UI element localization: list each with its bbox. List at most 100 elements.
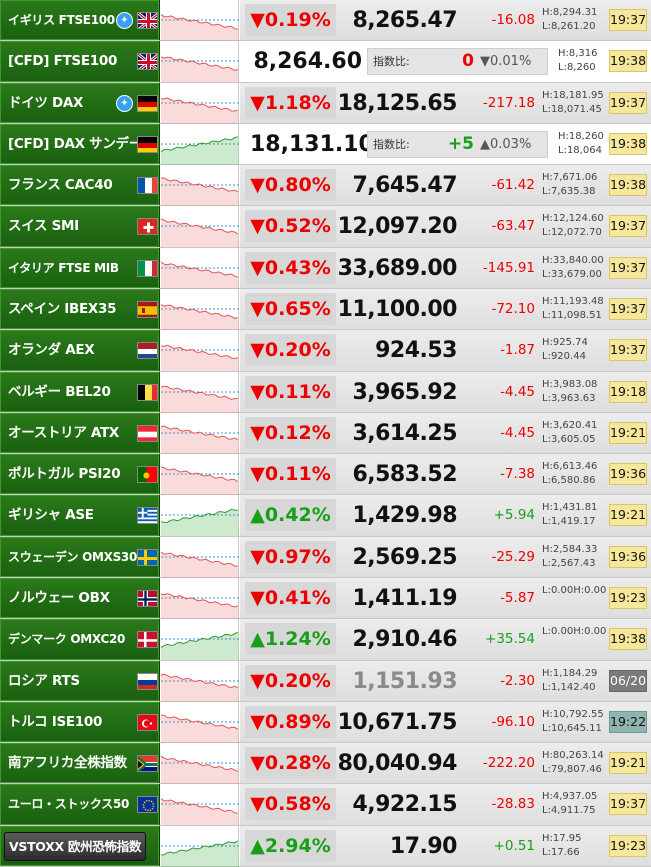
intraday-sparkline[interactable] [161,247,239,289]
index-name-cell[interactable]: オーストリア ATX [0,412,160,454]
index-name-link[interactable]: ギリシャ ASE [8,507,94,524]
index-name-link[interactable]: オランダ AEX [8,342,95,359]
index-name-cell[interactable]: ベルギー BEL20 [0,371,160,412]
intraday-sparkline[interactable] [161,784,239,826]
index-name-link[interactable]: トルコ ISE100 [8,713,103,730]
intraday-sparkline[interactable] [161,701,239,743]
index-name-cell[interactable]: スイス SMI [0,206,160,247]
index-name-cell[interactable]: VSTOXX 欧州恐怖指数 [0,825,160,866]
index-name-cell[interactable]: イギリス FTSE100 ✦ [0,0,160,41]
update-time: 19:36 [609,545,647,568]
day-high: H:10,792.55 [542,708,604,720]
index-row[interactable]: ロシア RTS ▼0.20% 1,151.93 -2.30 H:1,184.29 L:1,… [0,660,651,702]
net-change: -217.18 [482,94,535,111]
index-name-link[interactable]: ポルトガル PSI20 [8,466,121,483]
index-name-cell[interactable]: ノルウェー OBX [0,578,160,619]
index-row[interactable]: ベルギー BEL20 ▼0.11% 3,965.92 -4.45 H:3,983.08 L… [0,371,651,413]
index-row[interactable]: トルコ ISE100 ▼0.89% 10,671.75 -96.10 H:10,792.… [0,701,651,744]
intraday-sparkline[interactable] [161,165,239,207]
intraday-sparkline[interactable] [161,495,239,537]
index-name-link[interactable]: スイス SMI [8,218,79,235]
change-percent-badge: ▼1.18% [245,86,336,119]
last-price: 18,125.65 [337,90,458,116]
twitter-bird-icon[interactable]: ✦ [116,12,133,29]
index-name-link[interactable]: ベルギー BEL20 [8,383,111,400]
index-name-link[interactable]: スウェーデン OMXS30 [8,549,138,564]
index-name-link[interactable]: ノルウェー OBX [8,590,110,606]
intraday-sparkline[interactable] [161,206,239,248]
day-low: L:79,807.46 [542,764,602,776]
intraday-sparkline[interactable] [161,412,239,454]
intraday-sparkline[interactable] [161,660,239,702]
intraday-sparkline[interactable] [161,371,239,413]
index-name-cell[interactable]: スペイン IBEX35 [0,289,160,330]
index-name-link[interactable]: 南アフリカ全株指数 [8,755,127,772]
intraday-sparkline[interactable] [161,330,239,372]
index-name-link[interactable]: スペイン IBEX35 [8,301,117,317]
day-low: L:3,605.05 [542,433,596,445]
index-row[interactable]: ギリシャ ASE ▲0.42% 1,429.98 +5.94 H:1,431.81 L:1… [0,495,651,537]
index-name-cell[interactable]: スウェーデン OMXS30 [0,536,160,577]
index-name-link[interactable]: VSTOXX 欧州恐怖指数 [4,831,147,861]
intraday-sparkline[interactable] [161,743,239,785]
intraday-sparkline[interactable] [161,82,239,124]
index-name-link[interactable]: ユーロ・ストックス50 [8,797,130,812]
intraday-sparkline[interactable] [161,619,239,661]
index-name-cell[interactable]: イタリア FTSE MIB [0,247,160,288]
index-row[interactable]: イタリア FTSE MIB ▼0.43% 33,689.00 -145.91 H:33,… [0,247,651,289]
index-row[interactable]: VSTOXX 欧州恐怖指数 ▲2.94% 17.90 +0.51 H:17.95 L:17… [0,825,651,867]
index-row[interactable]: [CFD] FTSE100 8,264.60 指数比: 0 ▼0.01% H:8,316 L… [0,41,651,83]
index-row[interactable]: スペイン IBEX35 ▼0.65% 11,100.00 -72.10 H:11,193… [0,289,651,331]
index-row[interactable]: ポルトガル PSI20 ▼0.11% 6,583.52 -7.38 H:6,613.46… [0,454,651,496]
update-time: 19:37 [609,298,647,320]
index-name-link[interactable]: フランス CAC40 [8,177,113,194]
flag-es-icon [137,301,158,318]
index-row[interactable]: 南アフリカ全株指数 ▼0.28% 80,040.94 -222.20 H:80,263.… [0,743,651,785]
index-name-link[interactable]: [CFD] FTSE100 [8,53,118,70]
index-name-cell[interactable]: ドイツ DAX ✦ [0,82,160,123]
intraday-sparkline[interactable] [161,536,239,578]
twitter-bird-icon[interactable]: ✦ [116,94,133,112]
index-name-cell[interactable]: ポルトガル PSI20 [0,454,160,495]
index-name-link[interactable]: ドイツ DAX [8,94,84,111]
index-row[interactable]: デンマーク OMXC20 ▲1.24% 2,910.46 +35.54 L:0.00H:… [0,619,651,661]
index-name-link[interactable]: イタリア FTSE MIB [8,260,119,275]
index-name-cell[interactable]: フランス CAC40 [0,165,160,206]
intraday-sparkline[interactable] [161,41,239,83]
index-name-cell[interactable]: [CFD] FTSE100 [0,41,160,82]
quote-cell: 18,131.10 指数比: +5 ▲0.03% H:18,260 L:18,064 19:… [240,123,651,165]
change-percent-badge: ▼0.97% [245,540,336,573]
index-name-link[interactable]: イギリス FTSE100 [8,13,115,27]
index-name-cell[interactable]: [CFD] DAX サンデー [0,123,160,165]
intraday-sparkline[interactable] [161,289,239,330]
index-name-link[interactable]: デンマーク OMXC20 [8,632,126,647]
index-name-cell[interactable]: ロシア RTS [0,660,160,701]
index-row[interactable]: ユーロ・ストックス50 ▼0.58% 4,922.15 -28.83 H:4,937.0… [0,784,651,826]
index-name-cell[interactable]: トルコ ISE100 [0,701,160,743]
intraday-sparkline[interactable] [161,454,239,496]
intraday-sparkline[interactable] [161,825,239,867]
intraday-sparkline[interactable] [161,0,239,41]
intraday-sparkline[interactable] [161,578,239,619]
index-row[interactable]: ノルウェー OBX ▼0.41% 1,411.19 -5.87 L:0.00H:0.00… [0,578,651,620]
index-name-cell[interactable]: ユーロ・ストックス50 [0,784,160,825]
index-row[interactable]: ドイツ DAX ✦ ▼1.18% 18,125.65 -217.18 H:18,181.9… [0,82,651,124]
index-name-link[interactable]: [CFD] DAX サンデー [8,135,142,152]
index-row[interactable]: フランス CAC40 ▼0.80% 7,645.47 -61.42 H:7,671.06… [0,165,651,207]
index-name-cell[interactable]: デンマーク OMXC20 [0,619,160,660]
index-row[interactable]: オランダ AEX ▼0.20% 924.53 -1.87 H:925.74 L:920.4… [0,330,651,372]
flag-no-icon [137,590,158,607]
index-row[interactable]: [CFD] DAX サンデー 18,131.10 指数比: +5 ▲0.03% H:18,… [0,123,651,166]
index-row[interactable]: オーストリア ATX ▼0.12% 3,614.25 -4.45 H:3,620.41 L… [0,412,651,455]
index-name-cell[interactable]: 南アフリカ全株指数 [0,743,160,784]
index-name-cell[interactable]: ギリシャ ASE [0,495,160,536]
intraday-sparkline[interactable] [161,123,239,165]
index-row[interactable]: スウェーデン OMXS30 ▼0.97% 2,569.25 -25.29 H:2,584… [0,536,651,578]
change-percent-badge: ▲1.24% [245,623,336,656]
quote-cell: ▼0.12% 3,614.25 -4.45 H:3,620.41 L:3,605.05 1… [240,412,651,454]
index-name-link[interactable]: ロシア RTS [8,672,80,689]
index-row[interactable]: スイス SMI ▼0.52% 12,097.20 -63.47 H:12,124.60 L… [0,206,651,248]
index-name-link[interactable]: オーストリア ATX [8,424,120,441]
index-name-cell[interactable]: オランダ AEX [0,330,160,371]
index-row[interactable]: イギリス FTSE100 ✦ ▼0.19% 8,265.47 -16.08 H:8,294… [0,0,651,42]
